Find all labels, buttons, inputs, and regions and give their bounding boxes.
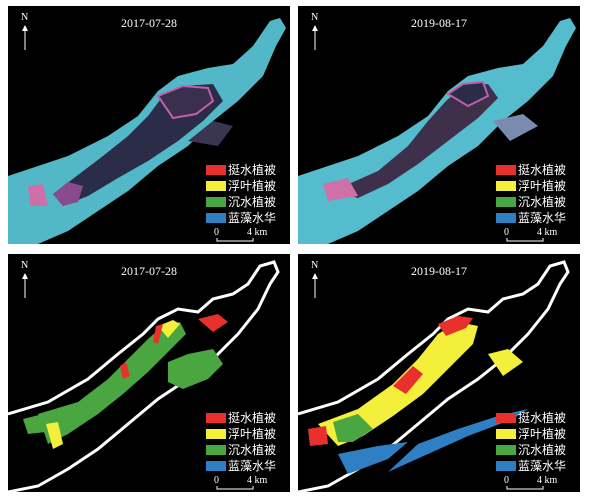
scale-line: [506, 486, 544, 490]
legend-label-bloom: 蓝藻水华: [518, 211, 567, 225]
legend-swatch-floating: [206, 181, 226, 191]
legend-item-bloom: 蓝藻水华: [496, 458, 576, 474]
scale-start: 0: [214, 475, 219, 486]
legend-item-floating: 浮叶植被: [496, 178, 576, 194]
legend-item-submerged: 沉水植被: [496, 194, 576, 210]
north-label: N: [21, 260, 29, 271]
scale-start: 0: [214, 227, 219, 238]
scale-end: 4 km: [247, 475, 268, 486]
scale-bar: 0 4 km: [504, 227, 564, 243]
scale-bar: 0 4 km: [504, 475, 564, 491]
legend-swatch-bloom: [206, 213, 226, 223]
legend-label-submerged: 沉水植被: [518, 443, 567, 457]
legend-item-submerged: 沉水植被: [206, 194, 286, 210]
scale-start: 0: [504, 227, 509, 238]
north-label: N: [311, 12, 319, 23]
north-arrow: N: [310, 12, 324, 52]
scale-end: 4 km: [537, 227, 558, 238]
scale-line: [506, 238, 544, 242]
north-arrow: N: [20, 260, 34, 300]
legend-label-submerged: 沉水植被: [518, 195, 567, 209]
legend-swatch-submerged: [206, 197, 226, 207]
legend-item-floating: 浮叶植被: [206, 426, 286, 442]
panel-top-left: 2017-07-28 N 挺水植被 浮叶植被 沉水植被 蓝藻水华 0 4 km: [8, 6, 290, 244]
legend-label-emergent: 挺水植被: [228, 411, 277, 425]
legend-swatch-submerged: [496, 197, 516, 207]
satellite-image: [298, 18, 576, 244]
panel-bottom-right: 2019-08-17 N 挺水植被 浮叶植被 沉水植被 蓝藻水华 0 4 km: [298, 254, 580, 492]
scale-bar: 0 4 km: [214, 227, 274, 243]
legend-label-bloom: 蓝藻水华: [228, 211, 277, 225]
north-arrow: N: [20, 12, 34, 52]
legend-swatch-emergent: [206, 165, 226, 175]
legend-label-floating: 浮叶植被: [518, 179, 567, 193]
classification-map: [298, 260, 570, 492]
legend-item-emergent: 挺水植被: [206, 162, 286, 178]
satellite-image: [8, 18, 286, 244]
classification-map: [8, 260, 280, 492]
north-arrow-icon: [312, 273, 318, 298]
panel-top-right: 2019-08-17 N 挺水植被 浮叶植被 沉水植被 蓝藻水华 0 4 km: [298, 6, 580, 244]
scale-bar: 0 4 km: [214, 475, 274, 491]
north-arrow-icon: [312, 25, 318, 50]
date-label: 2019-08-17: [411, 16, 467, 30]
legend-item-bloom: 蓝藻水华: [206, 458, 286, 474]
legend-swatch-floating: [206, 429, 226, 439]
legend-swatch-bloom: [496, 461, 516, 471]
legend-item-submerged: 沉水植被: [496, 442, 576, 458]
date-label: 2019-08-17: [411, 264, 467, 278]
legend-item-bloom: 蓝藻水华: [206, 210, 286, 226]
legend-label-floating: 浮叶植被: [518, 427, 567, 441]
legend-item-floating: 浮叶植被: [206, 178, 286, 194]
legend: 挺水植被 浮叶植被 沉水植被 蓝藻水华: [206, 410, 286, 474]
north-arrow: N: [310, 260, 324, 300]
legend-item-emergent: 挺水植被: [496, 410, 576, 426]
legend-swatch-submerged: [496, 445, 516, 455]
legend-swatch-bloom: [496, 213, 516, 223]
legend-swatch-bloom: [206, 461, 226, 471]
scale-line: [216, 486, 254, 490]
legend-item-emergent: 挺水植被: [496, 162, 576, 178]
legend-label-emergent: 挺水植被: [228, 163, 277, 177]
north-label: N: [311, 260, 319, 271]
scale-line: [216, 238, 254, 242]
date-label: 2017-07-28: [121, 16, 177, 30]
scale-end: 4 km: [247, 227, 268, 238]
legend-swatch-emergent: [496, 413, 516, 423]
north-arrow-icon: [22, 25, 28, 50]
legend: 挺水植被 浮叶植被 沉水植被 蓝藻水华: [206, 162, 286, 226]
legend-swatch-floating: [496, 181, 516, 191]
north-label: N: [21, 12, 29, 23]
legend-label-submerged: 沉水植被: [228, 195, 277, 209]
legend-swatch-emergent: [496, 165, 516, 175]
scale-end: 4 km: [537, 475, 558, 486]
legend-swatch-submerged: [206, 445, 226, 455]
legend: 挺水植被 浮叶植被 沉水植被 蓝藻水华: [496, 162, 576, 226]
legend-label-emergent: 挺水植被: [518, 411, 567, 425]
legend-label-floating: 浮叶植被: [228, 427, 277, 441]
panel-bottom-left: 2017-07-28 N 挺水植被 浮叶植被 沉水植被 蓝藻水华 0 4 km: [8, 254, 290, 492]
legend-label-floating: 浮叶植被: [228, 179, 277, 193]
legend-swatch-emergent: [206, 413, 226, 423]
date-label: 2017-07-28: [121, 264, 177, 278]
legend-item-emergent: 挺水植被: [206, 410, 286, 426]
legend-item-submerged: 沉水植被: [206, 442, 286, 458]
legend-label-emergent: 挺水植被: [518, 163, 567, 177]
legend-label-bloom: 蓝藻水华: [228, 459, 277, 473]
legend-swatch-floating: [496, 429, 516, 439]
legend: 挺水植被 浮叶植被 沉水植被 蓝藻水华: [496, 410, 576, 474]
legend-item-bloom: 蓝藻水华: [496, 210, 576, 226]
scale-start: 0: [504, 475, 509, 486]
legend-item-floating: 浮叶植被: [496, 426, 576, 442]
legend-label-submerged: 沉水植被: [228, 443, 277, 457]
legend-label-bloom: 蓝藻水华: [518, 459, 567, 473]
north-arrow-icon: [22, 273, 28, 298]
